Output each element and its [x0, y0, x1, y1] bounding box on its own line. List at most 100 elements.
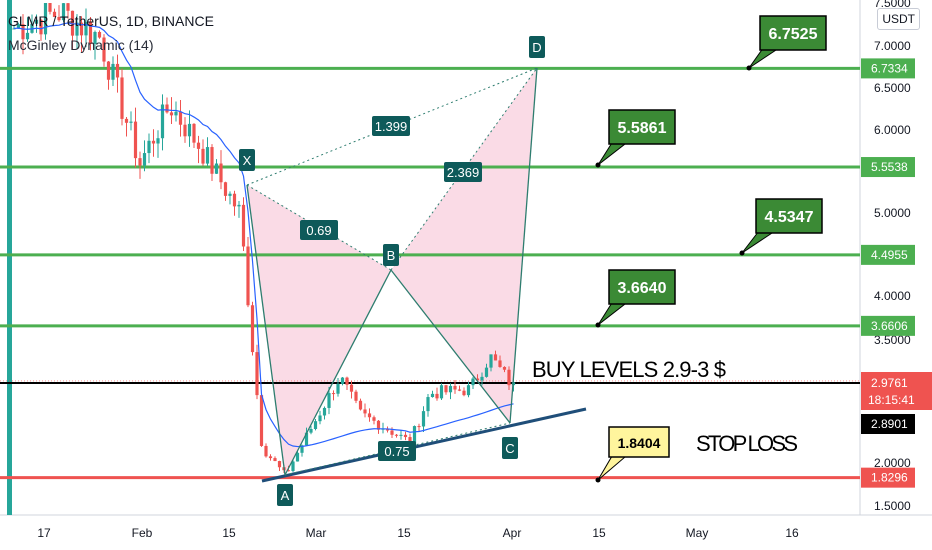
- x-tick-label: Feb: [132, 526, 153, 540]
- price-axis-badge: [861, 467, 915, 488]
- pattern-point-label: C: [505, 441, 514, 456]
- stop-loss-annotation: STOP LOSS: [696, 431, 798, 456]
- candle-body: [48, 3, 52, 12]
- candle-body: [426, 397, 430, 412]
- currency-unit-button[interactable]: USDT: [877, 8, 920, 30]
- candle-body: [412, 426, 417, 446]
- candle-body: [313, 421, 318, 430]
- candle-body: [214, 163, 219, 174]
- pattern-point-label: A: [281, 488, 290, 503]
- candle-body: [196, 142, 201, 149]
- candle-body: [102, 37, 106, 62]
- candle-body: [291, 461, 295, 472]
- chart-symbol-title: GLMR / TetherUS, 1D, BINANCE: [8, 13, 214, 29]
- candle-body: [390, 430, 394, 435]
- price-axis-badge-label: 6.7334: [871, 61, 908, 75]
- candle-body: [498, 360, 502, 367]
- candle-body: [97, 31, 102, 38]
- candle-body: [466, 385, 471, 396]
- pattern-point-bg: [502, 437, 518, 459]
- candle-body: [232, 193, 237, 207]
- candle-body: [340, 377, 345, 384]
- x-tick-label: Mar: [306, 526, 327, 540]
- candle-body: [160, 104, 165, 139]
- candle-body: [286, 470, 291, 472]
- candle-body: [129, 121, 133, 123]
- candle-body: [79, 22, 84, 36]
- ratio-label: 2.369: [447, 165, 480, 180]
- candle-body: [376, 420, 381, 430]
- callout-box: [608, 426, 670, 458]
- left-edge-bar: [7, 0, 12, 515]
- candle-body: [300, 445, 304, 453]
- candle-body: [21, 24, 25, 40]
- pattern-point-bg: [383, 244, 399, 266]
- candle-body: [57, 16, 61, 21]
- candle-body: [228, 193, 232, 196]
- candle-body: [34, 19, 39, 24]
- candle-body: [502, 366, 507, 370]
- current-price-label: 2.9761: [871, 376, 908, 390]
- candle-body: [444, 385, 448, 393]
- ratio-label-bg: [378, 441, 416, 461]
- candle-body: [124, 118, 129, 123]
- callout-box: [608, 269, 676, 305]
- y-tick-label: 4.0000: [874, 289, 911, 303]
- candle-body: [430, 393, 435, 398]
- candle-body: [489, 354, 493, 368]
- price-axis-badge-label: 1.8296: [871, 471, 908, 485]
- candle-body: [219, 163, 223, 183]
- callout-anchor-dot: [595, 477, 601, 483]
- callout-value: 4.5347: [765, 209, 814, 226]
- candle-body: [106, 61, 111, 80]
- candle-body: [151, 140, 156, 144]
- candle-body: [309, 429, 313, 433]
- price-axis-badge-label: 3.6606: [871, 319, 908, 333]
- price-axis-badge: [861, 157, 915, 178]
- callout-box: [759, 15, 827, 51]
- x-tick-label: 15: [397, 526, 411, 540]
- support-price-label: 2.8901: [871, 417, 908, 431]
- candle-body: [318, 415, 322, 422]
- candle-body: [75, 22, 79, 36]
- candle-body: [259, 395, 264, 446]
- pattern-leg: [509, 67, 538, 424]
- candle-body: [165, 104, 169, 113]
- candle-body: [142, 153, 147, 166]
- candle-body: [471, 378, 475, 386]
- pattern-point-bg: [277, 484, 293, 506]
- candle-body: [268, 456, 273, 459]
- x-tick-label: Apr: [503, 526, 522, 540]
- candle-body: [453, 385, 457, 390]
- candle-body: [358, 400, 363, 410]
- candle-body: [43, 3, 48, 35]
- pattern-leg: [390, 269, 511, 424]
- pattern-point-bg: [529, 36, 545, 58]
- candle-body: [210, 147, 214, 174]
- pattern-point-bg: [239, 149, 255, 171]
- candle-body: [327, 393, 331, 408]
- support-price-badge: [861, 414, 915, 434]
- ratio-label-bg: [372, 116, 410, 136]
- pattern-xab-fill: [247, 185, 391, 475]
- callout-anchor-dot: [746, 65, 752, 71]
- x-tick-label: 15: [222, 526, 236, 540]
- candle-body: [507, 369, 511, 386]
- y-tick-label: 1.5000: [874, 499, 911, 513]
- pattern-bcd-fill: [391, 68, 537, 423]
- callout-box: [608, 109, 676, 145]
- candle-body: [133, 121, 138, 159]
- candle-body: [223, 182, 228, 196]
- candle-body: [115, 63, 120, 78]
- candle-body: [174, 111, 178, 116]
- x-tick-label: May: [686, 526, 709, 540]
- candle-body: [70, 10, 75, 36]
- candle-body: [457, 389, 462, 391]
- support-trend-line: [261, 407, 587, 483]
- countdown-label: 18:15:41: [868, 393, 915, 407]
- candle-body: [264, 445, 268, 457]
- pattern-leg: [284, 269, 392, 476]
- pattern-ratio-line: [390, 67, 538, 271]
- pattern-point-label: B: [387, 248, 396, 263]
